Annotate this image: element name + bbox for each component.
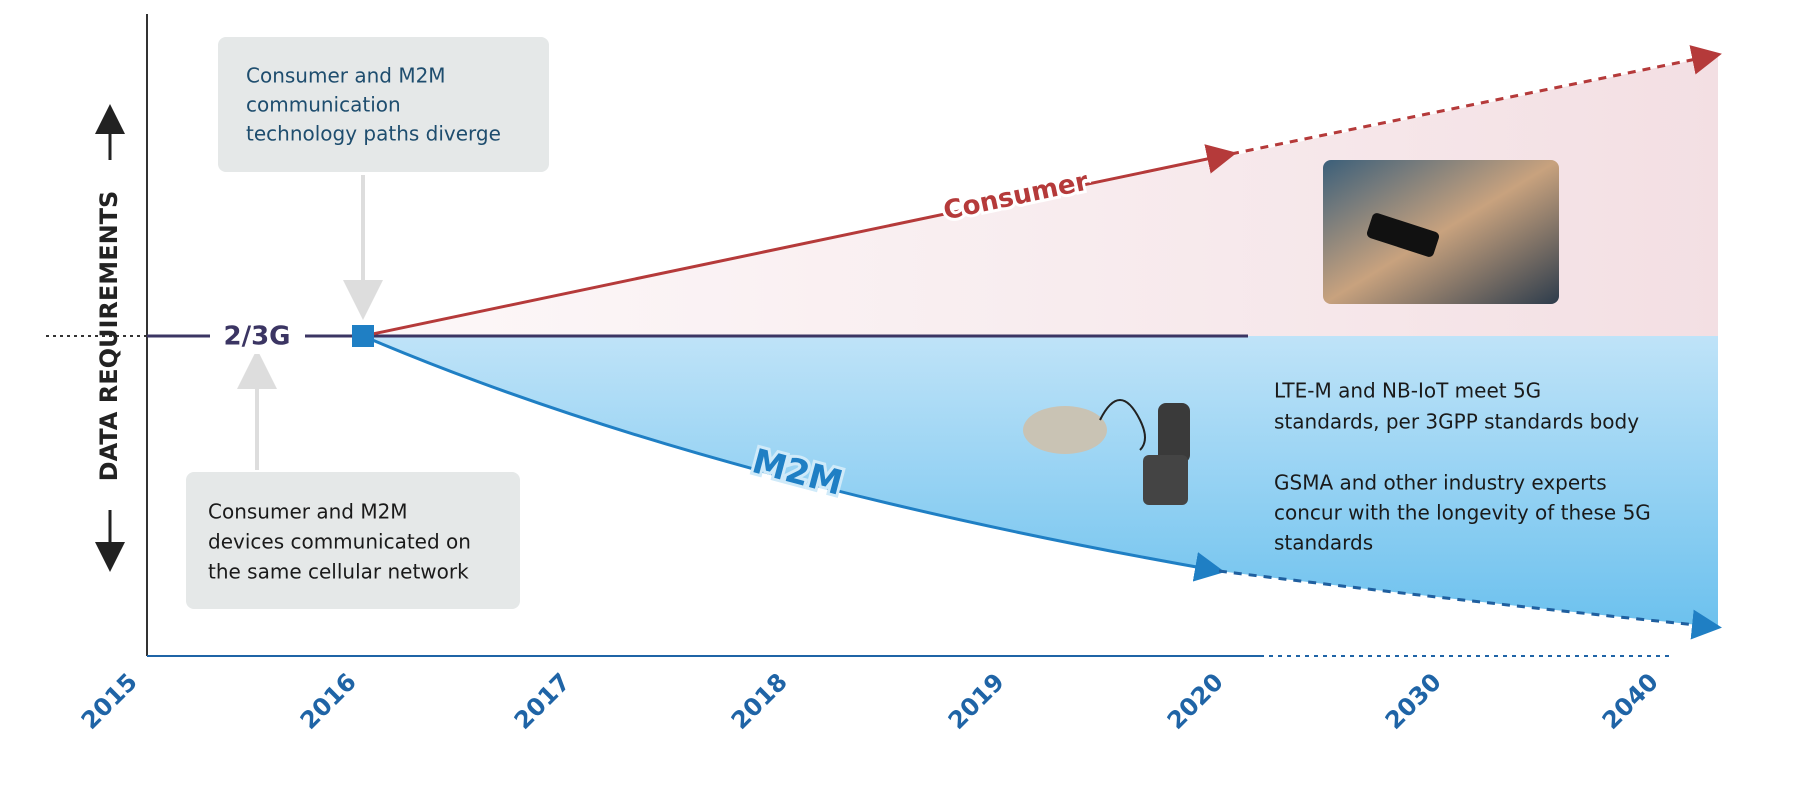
divergence-point — [352, 325, 374, 347]
right-note-line: standards — [1274, 531, 1373, 555]
bottom-note-line: Consumer and M2M — [208, 500, 408, 524]
diagram: DATA REQUIREMENTS 2/3G Consumer M2M 2015… — [0, 0, 1820, 798]
y-axis-label: DATA REQUIREMENTS — [95, 191, 123, 482]
right-note-line: LTE-M and NB-IoT meet 5G — [1274, 379, 1541, 403]
right-note-line: standards, per 3GPP standards body — [1274, 410, 1639, 434]
x-label: 2016 — [295, 668, 362, 735]
consumer-photo — [1323, 160, 1559, 304]
top-note-line: communication — [246, 93, 401, 117]
x-label: 2020 — [1162, 668, 1229, 735]
x-label: 2040 — [1597, 668, 1664, 735]
top-note-line: technology paths diverge — [246, 122, 501, 146]
top-note-line: Consumer and M2M — [246, 64, 446, 88]
right-note-line: GSMA and other industry experts — [1274, 471, 1607, 495]
right-note-line: concur with the longevity of these 5G — [1274, 501, 1651, 525]
bottom-note-line: the same cellular network — [208, 560, 469, 584]
baseline-label: 2/3G — [223, 322, 290, 352]
x-label: 2017 — [509, 668, 576, 735]
x-label: 2015 — [76, 668, 143, 735]
x-label: 2030 — [1380, 668, 1447, 735]
x-label: 2018 — [726, 668, 793, 735]
x-label: 2019 — [943, 668, 1010, 735]
bottom-note-line: devices communicated on — [208, 530, 471, 554]
